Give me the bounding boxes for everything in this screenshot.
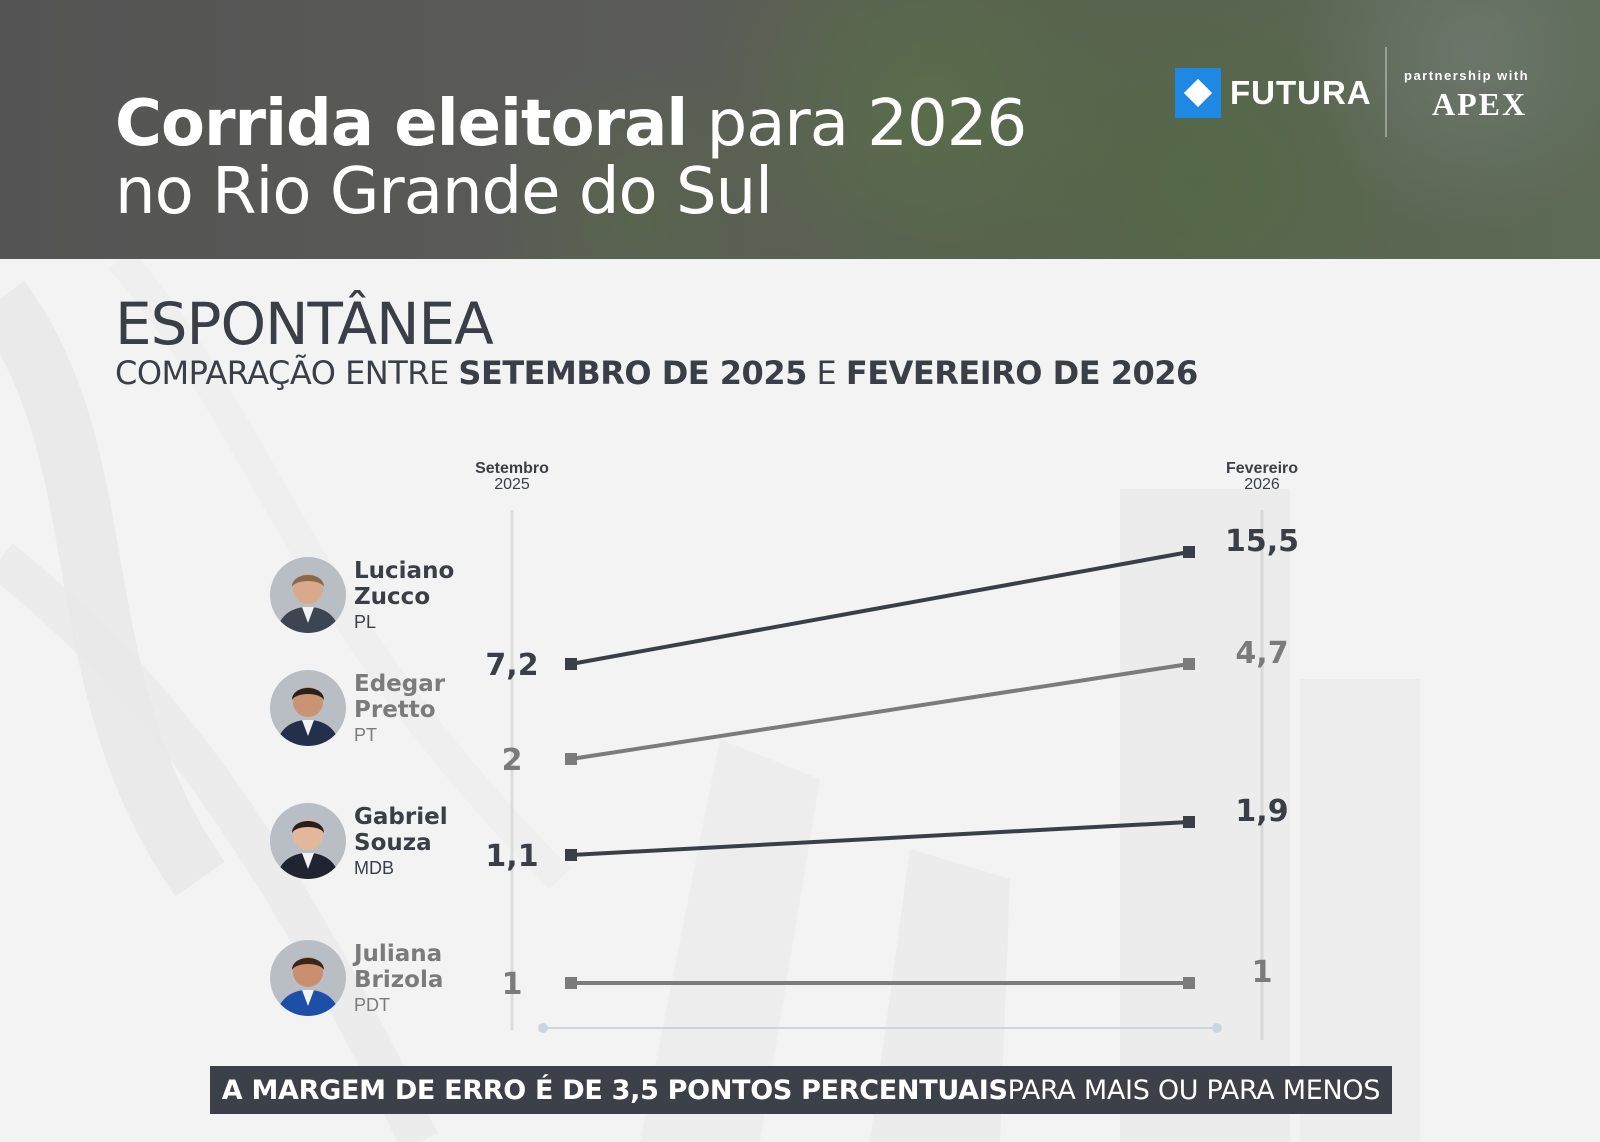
candidate-name: Juliana Brizola	[354, 941, 443, 993]
candidate-first-name: Gabriel	[354, 804, 448, 830]
candidate-first-name: Luciano	[354, 558, 455, 584]
data-point	[565, 753, 577, 765]
section-heading: ESPONTÂNEA	[115, 290, 494, 358]
data-point	[1183, 546, 1195, 558]
x-tick-label-year: 2025	[494, 476, 530, 493]
avatar-portrait	[270, 670, 346, 746]
series-line	[570, 820, 1190, 857]
avatar	[270, 803, 346, 879]
period-2: FEVEREIRO DE 2026	[845, 354, 1198, 392]
candidate-party: PDT	[354, 995, 390, 1015]
data-point	[565, 849, 577, 861]
comparison-subtitle: COMPARAÇÃO ENTRE SETEMBRO DE 2025 E FEVE…	[115, 354, 1198, 392]
candidate-name: Gabriel Souza	[354, 804, 448, 856]
period-1: SETEMBRO DE 2025	[458, 354, 807, 392]
avatar	[270, 940, 346, 1016]
data-label: 1,1	[485, 839, 538, 874]
series-line	[570, 662, 1190, 761]
candidate-last-name: Pretto	[354, 697, 436, 723]
candidate-first-name: Juliana	[354, 941, 443, 967]
margin-of-error-banner: A MARGEM DE ERRO É DE 3,5 PONTOS PERCENT…	[210, 1066, 1392, 1114]
page-title: Corrida eleitoral para 2026	[115, 92, 1027, 156]
partner-label: partnership with	[1404, 68, 1530, 83]
avatar-portrait	[270, 940, 346, 1016]
data-label: 1	[502, 967, 523, 1002]
candidate-party: PL	[354, 612, 377, 632]
title-bold: Corrida eleitoral	[115, 87, 688, 161]
candidate-last-name: Brizola	[354, 967, 444, 993]
data-point	[1183, 816, 1195, 828]
baseline-start-dot	[538, 1023, 548, 1033]
data-label: 1	[1252, 955, 1273, 990]
compare-prefix: COMPARAÇÃO ENTRE	[115, 354, 459, 392]
page-title-line2: no Rio Grande do Sul	[115, 155, 773, 229]
series-line	[570, 550, 1190, 666]
apex-logo-text: APEX	[1432, 86, 1528, 122]
candidate-name: Edegar Pretto	[354, 671, 445, 723]
data-label: 4,7	[1235, 636, 1288, 671]
candidate-party: MDB	[354, 858, 394, 878]
avatar-portrait	[270, 803, 346, 879]
candidate-first-name: Edegar	[354, 671, 446, 697]
candidate-last-name: Souza	[354, 830, 432, 856]
x-tick-label-month: Fevereiro	[1226, 460, 1298, 477]
futura-logo-text: FUTURA	[1230, 74, 1372, 111]
candidate-party: PT	[354, 725, 378, 745]
data-label: 7,2	[485, 648, 538, 683]
logo-divider	[1385, 47, 1387, 137]
header-banner: Corrida eleitoral para 2026 no Rio Grand…	[0, 0, 1600, 259]
title-rest: para 2026	[687, 87, 1028, 161]
data-point	[1183, 977, 1195, 989]
compare-connector: E	[806, 354, 846, 392]
avatar-portrait	[270, 557, 346, 633]
x-tick-label-year: 2026	[1244, 476, 1280, 493]
candidate-name: Luciano Zucco	[354, 558, 454, 610]
aerial-city-background	[0, 0, 1600, 259]
x-tick-label-month: Setembro	[475, 460, 549, 477]
data-label: 2	[502, 743, 523, 778]
margin-bold: A MARGEM DE ERRO É DE 3,5 PONTOS PERCENT…	[221, 1074, 1008, 1106]
data-label: 1,9	[1235, 794, 1288, 829]
margin-rest: PARA MAIS OU PARA MENOS	[1007, 1074, 1381, 1106]
candidate-last-name: Zucco	[354, 584, 431, 610]
baseline-end-dot	[1212, 1023, 1222, 1033]
avatar	[270, 670, 346, 746]
data-label: 15,5	[1225, 524, 1299, 559]
avatar	[270, 557, 346, 633]
data-point	[565, 658, 577, 670]
data-point	[565, 977, 577, 989]
data-point	[1183, 658, 1195, 670]
